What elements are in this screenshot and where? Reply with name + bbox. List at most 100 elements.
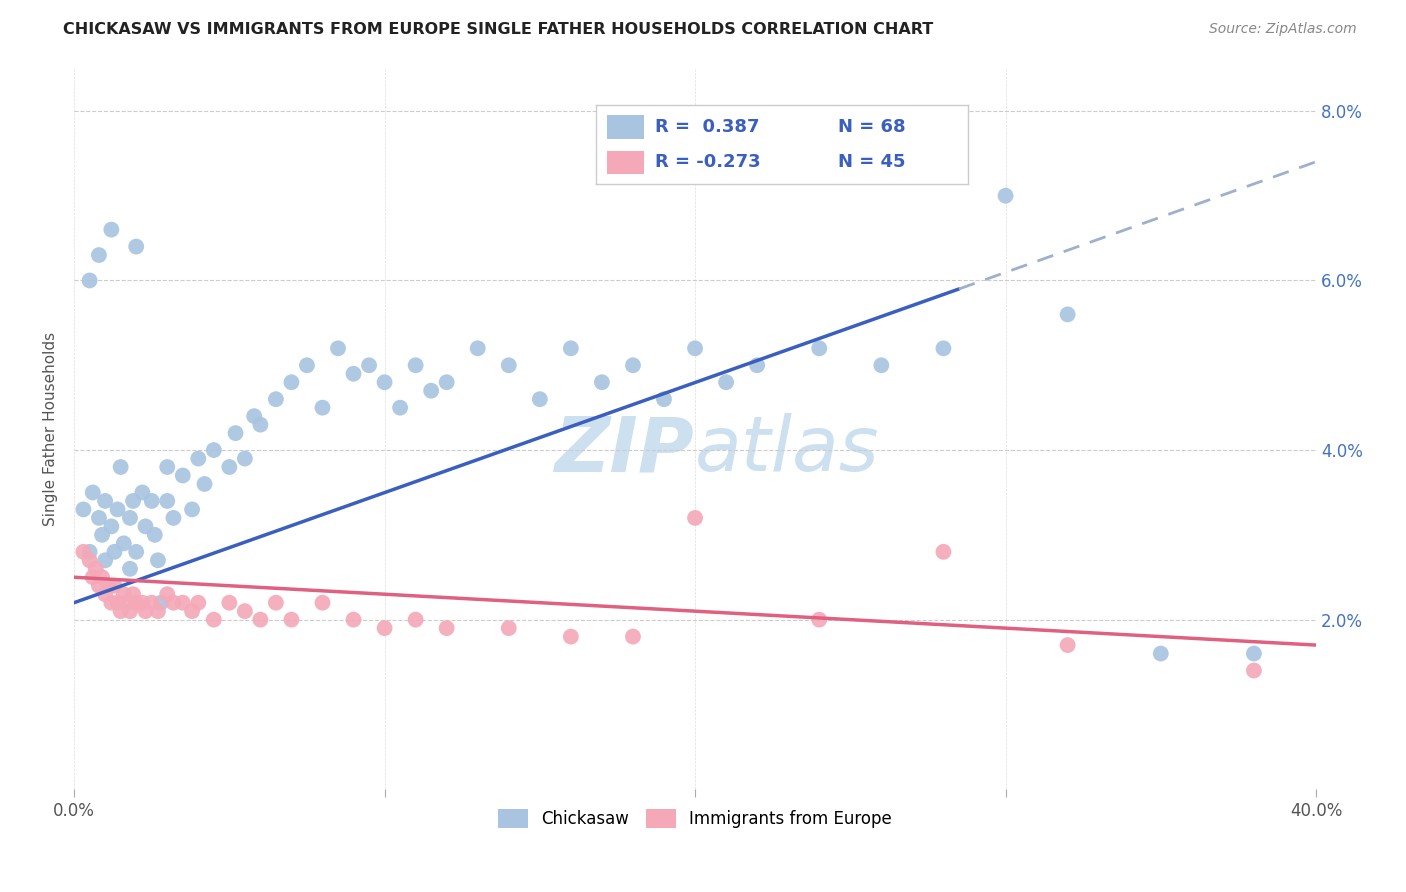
Point: [156, 460, 179, 475]
Point: [193, 477, 215, 491]
Point: [870, 359, 893, 373]
Point: [498, 359, 520, 373]
Point: [233, 604, 256, 618]
Point: [112, 536, 135, 550]
Point: [72, 545, 94, 559]
Point: [103, 545, 125, 559]
Point: [87, 248, 110, 262]
Point: [374, 621, 396, 635]
Point: [436, 376, 458, 390]
Point: [110, 604, 132, 618]
Point: [467, 341, 489, 355]
Point: [146, 604, 169, 618]
Point: [100, 519, 122, 533]
Point: [498, 621, 520, 635]
Point: [808, 613, 831, 627]
Point: [1056, 307, 1078, 321]
Point: [218, 596, 240, 610]
Point: [560, 341, 582, 355]
Point: [134, 519, 156, 533]
Point: [932, 545, 955, 559]
Point: [436, 621, 458, 635]
Point: [932, 341, 955, 355]
Point: [100, 222, 122, 236]
Point: [374, 376, 396, 390]
Point: [264, 392, 287, 407]
Point: [107, 596, 129, 610]
Point: [389, 401, 412, 415]
Point: [342, 367, 364, 381]
Point: [118, 604, 141, 618]
Point: [225, 426, 247, 441]
Point: [181, 502, 204, 516]
Point: [162, 511, 184, 525]
Point: [146, 553, 169, 567]
Point: [326, 341, 349, 355]
Point: [264, 596, 287, 610]
Point: [181, 604, 204, 618]
Point: [122, 494, 145, 508]
Point: [107, 502, 129, 516]
Point: [233, 451, 256, 466]
Point: [405, 359, 427, 373]
Point: [405, 613, 427, 627]
Text: CHICKASAW VS IMMIGRANTS FROM EUROPE SINGLE FATHER HOUSEHOLDS CORRELATION CHART: CHICKASAW VS IMMIGRANTS FROM EUROPE SING…: [63, 22, 934, 37]
Point: [295, 359, 318, 373]
Point: [143, 528, 166, 542]
Point: [311, 401, 333, 415]
Point: [100, 596, 122, 610]
Legend: Chickasaw, Immigrants from Europe: Chickasaw, Immigrants from Europe: [492, 803, 898, 835]
Point: [342, 613, 364, 627]
Point: [156, 587, 179, 601]
Point: [82, 485, 104, 500]
Point: [218, 460, 240, 475]
Point: [122, 587, 145, 601]
Point: [243, 409, 266, 424]
Point: [560, 630, 582, 644]
Point: [683, 511, 706, 525]
Point: [118, 511, 141, 525]
Point: [280, 376, 302, 390]
Point: [808, 341, 831, 355]
Point: [131, 596, 153, 610]
Point: [249, 417, 271, 432]
Point: [91, 528, 114, 542]
Point: [202, 443, 225, 458]
Point: [79, 545, 101, 559]
Point: [125, 545, 148, 559]
Point: [311, 596, 333, 610]
Point: [621, 630, 644, 644]
Point: [249, 613, 271, 627]
Point: [1150, 647, 1173, 661]
Point: [97, 579, 120, 593]
Point: [141, 596, 163, 610]
Point: [134, 604, 156, 618]
Point: [82, 570, 104, 584]
Point: [187, 451, 209, 466]
Point: [112, 587, 135, 601]
Point: [87, 511, 110, 525]
Point: [621, 359, 644, 373]
Point: [529, 392, 551, 407]
Point: [84, 562, 107, 576]
Point: [172, 468, 194, 483]
Point: [94, 553, 117, 567]
Point: [87, 579, 110, 593]
Text: Source: ZipAtlas.com: Source: ZipAtlas.com: [1209, 22, 1357, 37]
Point: [1056, 638, 1078, 652]
Point: [150, 596, 173, 610]
Point: [110, 460, 132, 475]
Point: [1243, 664, 1265, 678]
Point: [94, 587, 117, 601]
Point: [115, 596, 138, 610]
Point: [280, 613, 302, 627]
Point: [91, 570, 114, 584]
Point: [202, 613, 225, 627]
Point: [747, 359, 769, 373]
Point: [162, 596, 184, 610]
Point: [125, 596, 148, 610]
Point: [125, 239, 148, 253]
Text: atlas: atlas: [695, 414, 880, 488]
Point: [591, 376, 613, 390]
Point: [131, 485, 153, 500]
